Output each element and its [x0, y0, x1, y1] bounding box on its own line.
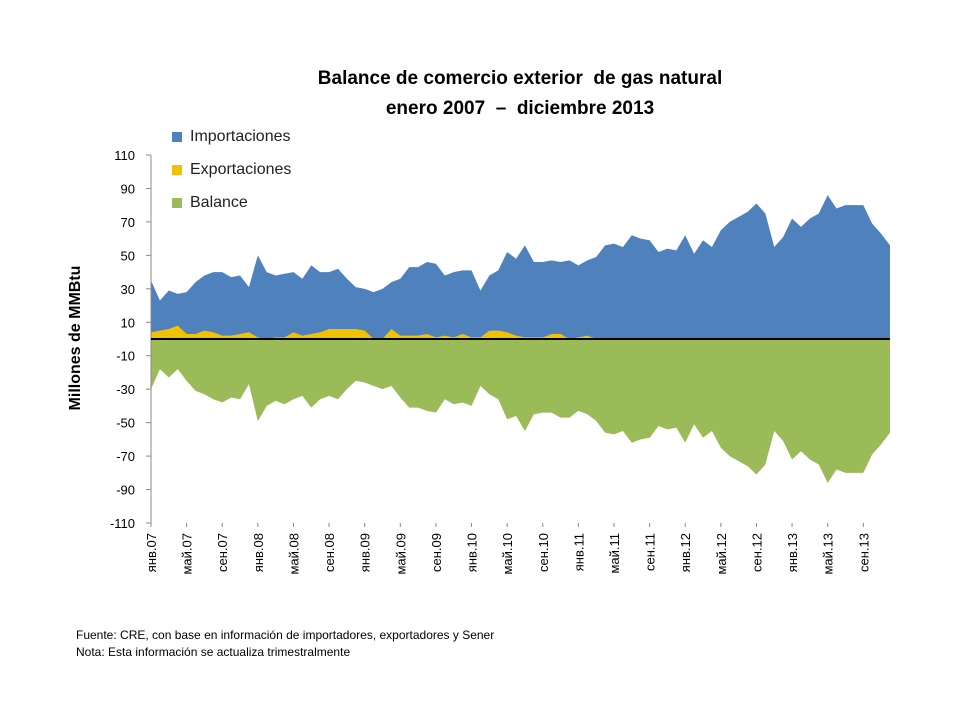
- x-tick-label: янв.07: [144, 533, 159, 572]
- footer-notes: Fuente: CRE, con base en información de …: [76, 627, 494, 661]
- legend-label-imports: Importaciones: [190, 127, 291, 145]
- y-tick-label: 30: [121, 282, 135, 297]
- legend-label-exports: Exportaciones: [190, 160, 292, 178]
- x-tick-label: сен.11: [643, 533, 658, 571]
- x-tick-label: май.11: [607, 533, 622, 574]
- update-note: Nota: Esta información se actualiza trim…: [76, 645, 351, 659]
- x-tick-label: сен.07: [215, 533, 230, 572]
- source-note: Fuente: CRE, con base en información de …: [76, 628, 495, 642]
- legend-label-balance: Balance: [190, 193, 248, 211]
- y-tick-label: 90: [121, 181, 135, 196]
- x-tick-label: май.07: [180, 533, 195, 575]
- chart-title-line-2: enero 2007 – diciembre 2013: [385, 98, 655, 119]
- chart-axes: [150, 155, 890, 523]
- x-ticks: янв.07 май.07 сен.07 янв.08 май.08 сен.08 янв.…: [144, 523, 871, 575]
- area-balance: [151, 339, 890, 483]
- x-tick-label: янв.12: [678, 533, 693, 572]
- chart-title-line-1: Balance de comercio exterior de gas natu…: [317, 68, 723, 89]
- x-tick-label: сен.12: [749, 533, 764, 572]
- legend-item-balance: Balance: [172, 186, 291, 219]
- x-tick-label: май.12: [714, 533, 729, 575]
- y-tick-label: -90: [116, 483, 135, 498]
- y-tick-label: 50: [121, 248, 135, 263]
- x-tick-label: сен.08: [322, 533, 337, 572]
- area-exports: [151, 325, 890, 339]
- chart-title: Balance de comercio exterior de gas natu…: [150, 64, 890, 124]
- y-tick-label: 10: [121, 315, 135, 330]
- x-tick-label: сен.10: [536, 533, 551, 572]
- x-tick-label: май.13: [821, 533, 836, 575]
- y-ticks: 110 90 70 50 30 10 -10 -30 -50 -70 -90 -110: [110, 148, 151, 531]
- legend-item-imports: Importaciones: [172, 120, 291, 153]
- x-tick-label: янв.09: [358, 533, 373, 572]
- y-tick-label: 110: [114, 148, 135, 163]
- legend-swatch-balance: [172, 197, 182, 208]
- legend-item-exports: Exportaciones: [172, 153, 291, 186]
- y-tick-label: -50: [116, 416, 135, 431]
- legend: Importaciones Exportaciones Balance: [172, 120, 291, 219]
- y-tick-label: -70: [116, 449, 135, 464]
- x-tick-label: янв.10: [465, 533, 480, 572]
- y-tick-label: -10: [116, 349, 135, 364]
- x-tick-label: янв.13: [785, 533, 800, 572]
- legend-swatch-exports: [172, 164, 182, 175]
- x-tick-label: сен.09: [429, 533, 444, 572]
- chart-areas: [151, 195, 890, 483]
- x-tick-label: сен.13: [856, 533, 871, 572]
- y-tick-label: -110: [110, 516, 135, 531]
- legend-swatch-imports: [172, 131, 182, 142]
- x-tick-label: май.10: [500, 533, 515, 575]
- x-tick-label: янв.08: [251, 533, 266, 572]
- x-tick-label: май.09: [393, 533, 408, 575]
- x-tick-label: янв.11: [571, 533, 586, 571]
- y-tick-label: -30: [116, 382, 135, 397]
- x-tick-label: май.08: [286, 533, 301, 575]
- area-imports: [151, 195, 890, 339]
- y-tick-label: 70: [121, 215, 135, 230]
